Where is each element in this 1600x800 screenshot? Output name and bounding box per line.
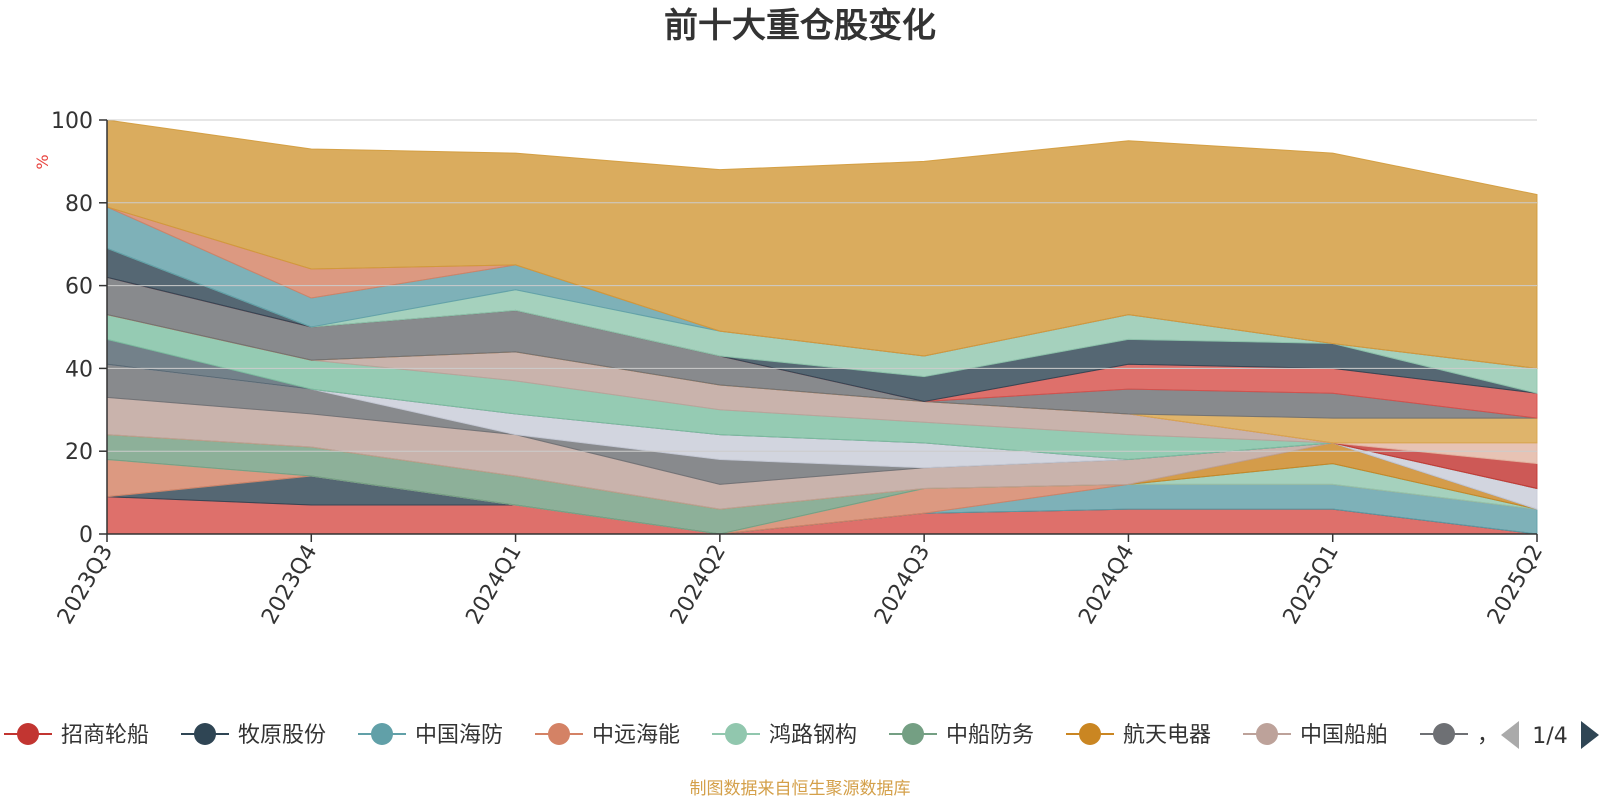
triangle-right-icon[interactable] — [1581, 721, 1599, 749]
legend-marker-icon — [902, 723, 924, 745]
legend-item-label: 中船防务 — [946, 723, 1034, 748]
legend-item[interactable]: ， — [1420, 723, 1499, 748]
legend-item[interactable]: 中国海防 — [358, 723, 503, 748]
x-tick-label: 2024Q2 — [666, 541, 731, 629]
y-tick-label: 100 — [51, 109, 93, 134]
legend-item-label: 航天电器 — [1123, 723, 1211, 748]
legend-item[interactable]: 航天电器 — [1066, 723, 1211, 748]
legend-item[interactable]: 鸿路钢构 — [712, 723, 857, 748]
legend-item-label: 中远海能 — [592, 723, 680, 748]
legend-marker-icon — [1256, 723, 1278, 745]
triangle-left-icon[interactable] — [1501, 721, 1519, 749]
legend-marker-icon — [1079, 723, 1101, 745]
y-tick-label: 80 — [65, 192, 93, 217]
y-axis-unit-label: % — [33, 154, 52, 169]
chart-title: 前十大重仓股变化 — [664, 6, 936, 46]
legend-item[interactable]: 中国船舶 — [1243, 723, 1388, 748]
legend-item-label: 鸿路钢构 — [769, 723, 857, 748]
legend-marker-icon — [17, 723, 39, 745]
legend-marker-icon — [548, 723, 570, 745]
x-tick-label: 2024Q1 — [461, 541, 526, 629]
legend-item-label: ， — [1477, 723, 1499, 748]
legend-item-label: 牧原股份 — [238, 723, 326, 748]
legend-item[interactable]: 中远海能 — [535, 723, 680, 748]
legend-item[interactable]: 招商轮船 — [4, 723, 149, 748]
legend-marker-icon — [1433, 723, 1455, 745]
legend: 招商轮船 牧原股份 中国海防 中远海能 鸿路钢构 中船防务 航天电器 中国船舶 ， 1/4 — [4, 721, 1599, 749]
data-source-note: 制图数据来自恒生聚源数据库 — [690, 779, 911, 799]
legend-item[interactable]: 中船防务 — [889, 723, 1034, 748]
legend-item-label: 招商轮船 — [61, 723, 149, 748]
legend-item[interactable]: 牧原股份 — [181, 723, 326, 748]
y-tick-label: 20 — [65, 440, 93, 465]
x-tick-label: 2023Q3 — [53, 541, 118, 629]
legend-marker-icon — [194, 723, 216, 745]
y-tick-label: 60 — [65, 275, 93, 300]
x-tick-label: 2025Q1 — [1279, 541, 1344, 629]
x-tick-label: 2024Q4 — [1074, 541, 1139, 629]
legend-item-label: 中国船舶 — [1300, 723, 1388, 748]
legend-item-label: 中国海防 — [415, 723, 503, 748]
x-tick-label: 2024Q3 — [870, 541, 935, 629]
y-tick-label: 40 — [65, 357, 93, 382]
legend-marker-icon — [371, 723, 393, 745]
legend-marker-icon — [725, 723, 747, 745]
legend-page-indicator: 1/4 — [1532, 724, 1567, 749]
y-tick-label: 0 — [79, 523, 93, 548]
x-tick-label: 2023Q4 — [257, 541, 322, 629]
x-tick-label: 2025Q2 — [1483, 541, 1548, 629]
plot-area — [106, 119, 1538, 535]
